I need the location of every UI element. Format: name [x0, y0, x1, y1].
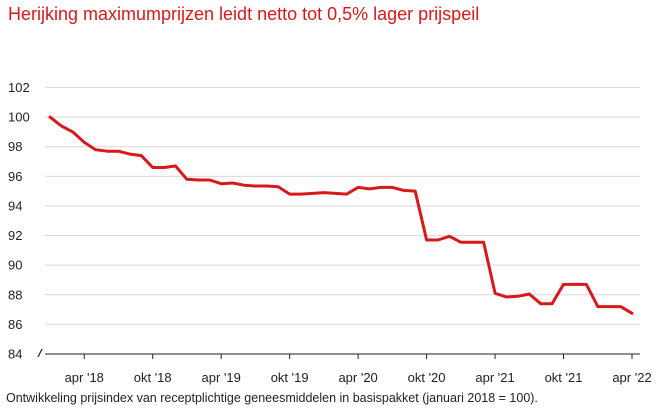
y-axis: 84 86 88 90 92 94 96 98 100 102 [8, 80, 43, 362]
x-tick-label: apr '22 [612, 370, 651, 385]
y-tick-label: 98 [8, 139, 22, 154]
x-tick-label: apr '20 [338, 370, 377, 385]
y-tick-label: 84 [8, 347, 22, 362]
x-tick-label: okt '21 [545, 370, 583, 385]
x-tick-label: apr '18 [65, 370, 104, 385]
y-tick-label: 88 [8, 287, 22, 302]
gridlines [45, 87, 640, 325]
x-tick-label: apr '21 [475, 370, 514, 385]
y-tick-label: 92 [8, 228, 22, 243]
y-tick-label: 102 [8, 80, 30, 95]
chart-title: Herijking maximumprijzen leidt netto tot… [8, 4, 480, 24]
y-tick-label: 90 [8, 258, 22, 273]
axis-break-mark [37, 348, 43, 358]
y-tick-label: 96 [8, 169, 22, 184]
x-axis: apr '18 okt '18 apr '19 okt '19 apr '20 okt '… [45, 353, 652, 385]
x-tick-label: okt '18 [134, 370, 172, 385]
series-line-0 [48, 115, 634, 315]
y-tick-label: 100 [8, 110, 30, 125]
x-tick-label: okt '20 [408, 370, 446, 385]
x-tick-label: apr '19 [202, 370, 241, 385]
chart-caption: Ontwikkeling prijsindex van receptplicht… [6, 391, 538, 405]
y-tick-label: 94 [8, 198, 22, 213]
series-group [48, 115, 634, 315]
x-tick-label: okt '19 [271, 370, 309, 385]
y-tick-label: 86 [8, 317, 22, 332]
